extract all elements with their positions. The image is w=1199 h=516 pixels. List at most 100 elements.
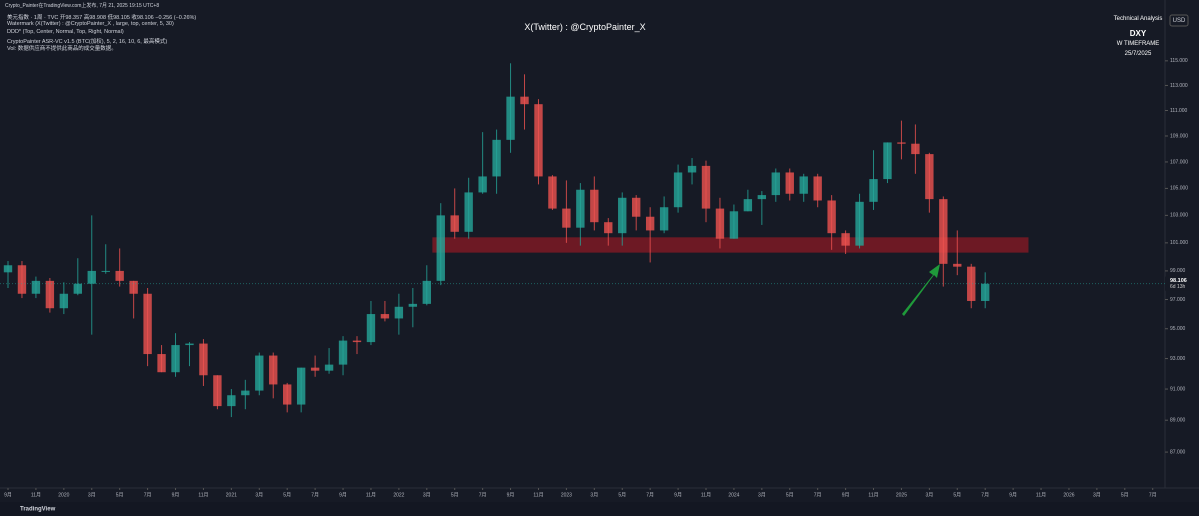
watermark: X(Twitter) : @CryptoPainter_X (524, 22, 646, 32)
candle-body (632, 197, 641, 217)
candle-body (506, 96, 515, 140)
candle-body (771, 172, 780, 196)
candle-body (925, 154, 934, 200)
candle-body (897, 142, 906, 144)
candle-body (701, 165, 711, 209)
x-tick-label: 3月 (88, 492, 96, 498)
candle-body (3, 265, 13, 273)
candle-body (799, 176, 808, 194)
green-arrow (902, 264, 940, 316)
currency-box (1169, 14, 1189, 27)
x-tick-label: 2026 (1063, 492, 1074, 498)
candle-body (715, 208, 725, 239)
panel-text: W TIMEFRAME (1116, 41, 1160, 47)
y-tick-label: 111.000 (1170, 108, 1188, 114)
y-tick-label: 115.000 (1170, 58, 1188, 64)
candle-body (939, 199, 948, 264)
candle-body (604, 222, 613, 234)
y-tick-label: 93.000 (1170, 356, 1186, 362)
x-tick-label: 7月 (479, 492, 487, 498)
x-tick-label: 2023 (561, 492, 572, 498)
y-tick-label: 87.000 (1170, 449, 1186, 455)
candle-body (492, 139, 501, 177)
candle-body (911, 143, 920, 155)
candle-body (422, 280, 431, 304)
candle-body (953, 263, 962, 267)
x-tick-label: 11月 (31, 492, 41, 498)
currency: USD (1173, 18, 1186, 24)
y-tick-label: 105.000 (1170, 186, 1188, 192)
x-tick-label: 11月 (533, 492, 543, 498)
x-tick-label: 5月 (786, 492, 794, 498)
y-tick-label: 99.000 (1170, 268, 1186, 274)
y-tick-label: 113.000 (1170, 83, 1188, 89)
y-tick-label: 95.000 (1170, 326, 1186, 332)
resistance-zone (432, 237, 1029, 253)
candle-body (269, 355, 278, 385)
panel-text: 25/7/2025 (1124, 51, 1152, 57)
candle-body (394, 306, 404, 319)
candle-body (576, 189, 585, 228)
candle-body (659, 207, 669, 231)
candle-body (408, 303, 418, 307)
x-tick-label: 9月 (339, 492, 347, 498)
x-tick-label: 9月 (4, 492, 12, 498)
candle-body (967, 266, 976, 301)
candle-body (338, 340, 348, 365)
footer-bar (0, 502, 1199, 516)
candle-body (673, 172, 683, 208)
x-tick-label: 2025 (896, 492, 907, 498)
candle-body (478, 176, 487, 193)
candle-body (869, 179, 878, 202)
candle-body (143, 293, 152, 355)
candle-body (241, 390, 250, 396)
x-tick-label: 2024 (728, 492, 739, 498)
candle-body (157, 354, 166, 373)
candle-body (324, 364, 334, 371)
publisher: Crypto_Painter在TradingView.com上发布, 7月 21… (5, 3, 160, 9)
y-tick-label: 91.000 (1170, 386, 1186, 392)
x-tick-label: 9月 (172, 492, 180, 498)
y-tick-label: 103.000 (1170, 213, 1188, 219)
candle-body (785, 172, 794, 194)
x-tick-label: 7月 (814, 492, 822, 498)
x-tick-label: 9月 (674, 492, 682, 498)
candle-body (687, 165, 697, 173)
candle-body (31, 280, 41, 294)
candle-body (729, 211, 739, 239)
x-tick-label: 7月 (981, 492, 989, 498)
x-tick-label: 3月 (423, 492, 431, 498)
candle-body (129, 280, 138, 294)
candle-body (366, 314, 376, 343)
candle-body (645, 216, 655, 231)
y-tick-label: 109.000 (1170, 133, 1188, 139)
candle-body (841, 233, 850, 246)
candle-body (101, 270, 110, 272)
candle-body (743, 199, 753, 212)
candle-body (813, 176, 822, 201)
x-tick-label: 2021 (226, 492, 237, 498)
x-tick-label: 9月 (507, 492, 515, 498)
x-tick-label: 5月 (953, 492, 961, 498)
candle-body (883, 142, 892, 180)
candle-body (115, 270, 124, 281)
candle-body (213, 375, 222, 407)
candle-body (618, 197, 627, 234)
x-tick-label: 5月 (116, 492, 124, 498)
candle-body (380, 314, 390, 319)
candle-body (562, 208, 571, 228)
candle-body (590, 189, 599, 223)
y-tick-label: 89.000 (1170, 418, 1186, 424)
x-tick-label: 7月 (144, 492, 152, 498)
candle-body (855, 201, 864, 246)
candle-body (534, 104, 543, 177)
x-tick-label: 2022 (393, 492, 404, 498)
x-tick-label: 5月 (283, 492, 291, 498)
candle-body (59, 293, 69, 309)
candle-body (450, 215, 459, 232)
footer-logo: TradingView (20, 507, 56, 513)
candle-body (199, 343, 208, 376)
candle-body (17, 265, 27, 294)
